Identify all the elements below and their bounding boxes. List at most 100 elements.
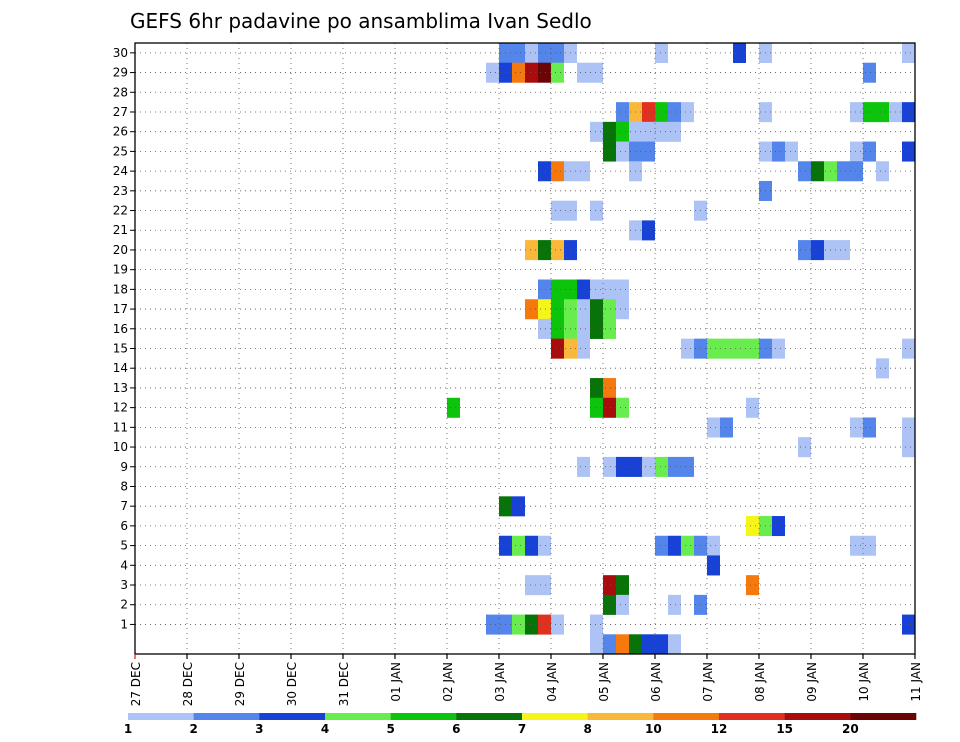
- precip-cell-m26-29: [616, 121, 629, 142]
- precip-cell-m1-137: [538, 614, 551, 635]
- precip-cell-m29-10: [512, 62, 525, 83]
- precip-cell-m15-88: [902, 338, 915, 359]
- x-tick-label-14: 10 JAN: [857, 662, 871, 702]
- precip-cell-m27-19: [655, 102, 668, 123]
- precip-cell-m14-89: [876, 358, 889, 379]
- y-tick-label-13: 13: [113, 381, 128, 395]
- legend-swatch-6: [456, 713, 523, 720]
- precip-cell-m0-147: [668, 634, 681, 655]
- legend-swatch-8: [587, 713, 654, 720]
- y-tick-label-2: 2: [120, 598, 128, 612]
- precip-cell-m16-79: [603, 318, 616, 339]
- x-axis-ticks: 27 DEC 28 DEC 29 DEC 30 DEC 31 DEC 01 JAN 02 J…: [129, 654, 923, 706]
- precip-cell-m24-45: [811, 161, 824, 182]
- precip-cell-m30-4: [655, 43, 668, 64]
- y-tick-label-22: 22: [113, 204, 128, 218]
- precip-cell-m25-36: [785, 141, 798, 162]
- precip-cell-m27-21: [681, 102, 694, 123]
- precip-cell-m7-111: [512, 496, 525, 517]
- precip-cell-m25-37: [850, 141, 863, 162]
- precip-cell-m18-62: [538, 279, 551, 300]
- legend-label-4: 4: [321, 722, 329, 736]
- precip-cell-m9-108: [655, 456, 668, 477]
- precip-cell-m15-82: [577, 338, 590, 359]
- precip-cell-m30-5: [733, 43, 746, 64]
- precip-cell-m5-116: [512, 535, 525, 556]
- precip-cell-m9-106: [616, 456, 642, 477]
- precip-cell-m20-56: [538, 240, 551, 261]
- precip-cell-m27-23: [850, 102, 863, 123]
- legend-swatch-2: [193, 713, 260, 720]
- y-tick-label-7: 7: [120, 499, 128, 513]
- precip-cell-m11-101: [902, 417, 915, 438]
- legend-swatch-12: [719, 713, 785, 720]
- y-tick-label-10: 10: [113, 440, 128, 454]
- y-tick-label-25: 25: [113, 144, 128, 158]
- precip-cell-m5-120: [668, 535, 681, 556]
- precip-cell-m25-38: [863, 141, 876, 162]
- precip-cell-m29-8: [486, 62, 499, 83]
- legend-label-2: 2: [189, 722, 197, 736]
- precip-cell-m18-64: [577, 279, 590, 300]
- precip-cell-m6-114: [772, 516, 785, 537]
- precip-cell-m6-112: [746, 516, 759, 537]
- precip-cell-m25-35: [772, 141, 785, 162]
- y-tick-label-3: 3: [120, 578, 128, 592]
- precip-cell-m4-125: [707, 555, 720, 576]
- precip-cell-m24-41: [551, 161, 564, 182]
- precip-cell-m12-95: [616, 397, 629, 418]
- precip-cell-m1-134: [486, 614, 512, 635]
- x-tick-label-5: 01 JAN: [389, 662, 403, 702]
- precip-cell-m24-48: [876, 161, 889, 182]
- precip-cell-m5-124: [850, 535, 876, 556]
- precip-cell-m17-68: [551, 299, 564, 320]
- y-tick-label-17: 17: [113, 302, 128, 316]
- y-tick-label-26: 26: [113, 125, 128, 139]
- x-tick-label-6: 02 JAN: [441, 662, 455, 702]
- precip-cell-m25-33: [629, 141, 655, 162]
- precip-cell-m0-145: [642, 634, 655, 655]
- precip-cell-m1-135: [512, 614, 525, 635]
- x-tick-label-15: 11 JAN: [909, 662, 923, 702]
- precip-cell-m15-83: [681, 338, 694, 359]
- y-tick-label-5: 5: [120, 539, 128, 553]
- legend-label-15: 15: [776, 722, 793, 736]
- legend-swatch-5: [390, 713, 457, 720]
- precip-cell-m5-118: [538, 535, 551, 556]
- precip-cell-m20-60: [811, 240, 824, 261]
- y-tick-label-1: 1: [120, 617, 128, 631]
- precip-cell-m25-31: [603, 141, 616, 162]
- x-tick-label-11: 07 JAN: [701, 662, 715, 702]
- precip-cell-m17-72: [603, 299, 616, 320]
- precip-cell-m10-103: [902, 437, 915, 458]
- y-tick-label-11: 11: [113, 420, 128, 434]
- y-tick-label-27: 27: [113, 105, 128, 119]
- precip-cell-m29-11: [525, 62, 538, 83]
- precip-cell-m15-80: [551, 338, 564, 359]
- legend-swatch-15: [784, 713, 851, 720]
- legend-swatch-7: [522, 713, 588, 720]
- y-tick-label-8: 8: [120, 479, 128, 493]
- x-tick-label-2: 29 DEC: [233, 662, 247, 706]
- legend-label-7: 7: [518, 722, 526, 736]
- x-tick-label-8: 04 JAN: [545, 662, 559, 702]
- precip-cell-m5-119: [655, 535, 668, 556]
- precip-cell-m21-54: [642, 220, 655, 241]
- precip-cell-m29-12: [538, 62, 551, 83]
- precip-cell-m11-99: [850, 417, 863, 438]
- precip-cell-m18-63: [551, 279, 577, 300]
- legend-label-3: 3: [255, 722, 263, 736]
- precip-cell-m15-87: [772, 338, 785, 359]
- precip-cell-m17-70: [577, 299, 590, 320]
- legend-swatch-10: [653, 713, 720, 720]
- precip-cell-m0-146: [655, 634, 668, 655]
- precip-cell-m16-77: [577, 318, 590, 339]
- x-tick-label-0: 27 DEC: [129, 662, 143, 706]
- precip-cell-m27-18: [642, 102, 655, 123]
- precip-cell-m29-13: [551, 62, 564, 83]
- precip-cell-m25-39: [902, 141, 915, 162]
- precip-cell-m9-107: [642, 456, 655, 477]
- y-tick-label-30: 30: [113, 46, 128, 60]
- y-tick-label-29: 29: [113, 66, 128, 80]
- precip-cell-m17-67: [538, 299, 551, 320]
